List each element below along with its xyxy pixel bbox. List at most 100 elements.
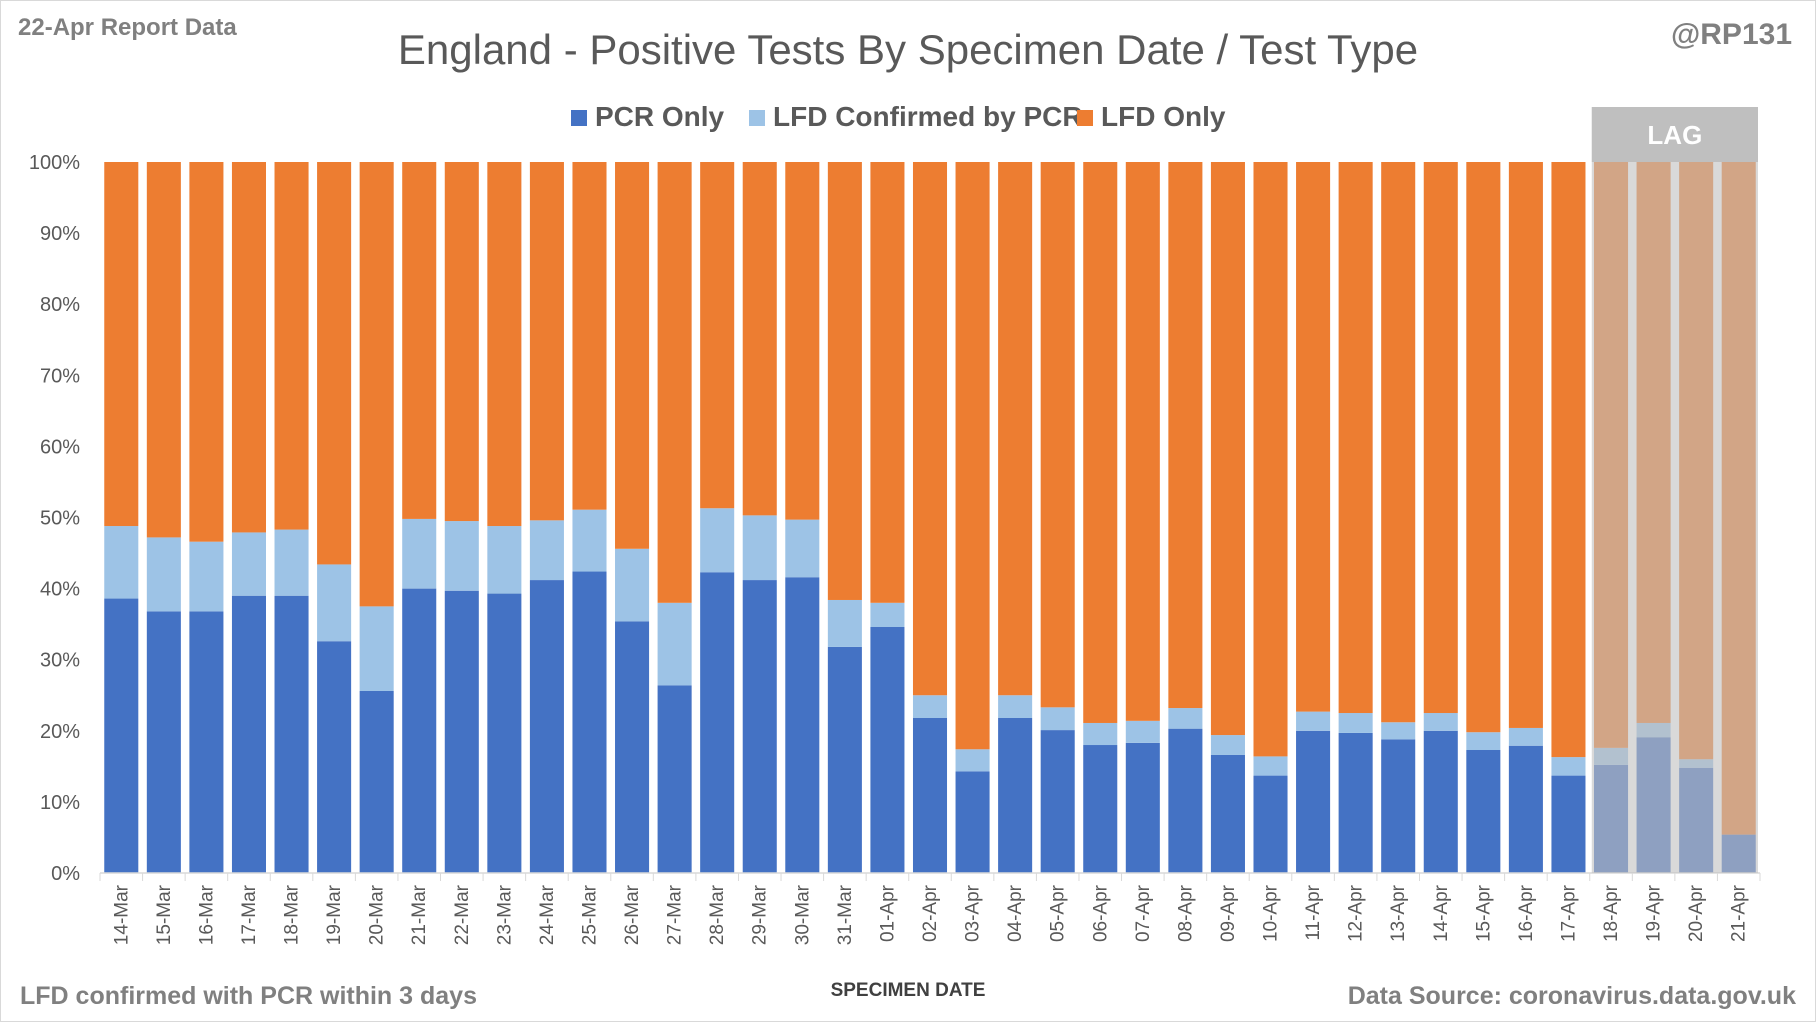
- x-tick-label: 21-Mar: [409, 884, 430, 945]
- y-tick-label: 70%: [40, 365, 80, 387]
- bar-segment: [402, 588, 437, 873]
- bar-segment: [487, 526, 522, 594]
- x-tick-label: 25-Mar: [579, 884, 600, 945]
- bar-segment: [572, 571, 607, 873]
- bar-segment: [274, 595, 309, 873]
- bar-segment: [1338, 732, 1373, 873]
- bar-segment: [1125, 742, 1160, 873]
- x-tick-label: 13-Apr: [1388, 884, 1409, 942]
- bar-segment: [572, 509, 607, 572]
- lag-label: LAG: [1647, 120, 1702, 150]
- bar-segment: [487, 162, 522, 527]
- x-tick-label: 14-Apr: [1431, 884, 1452, 942]
- bar-segment: [785, 162, 820, 520]
- legend-label: LFD Only: [1101, 101, 1226, 132]
- x-tick-label: 03-Apr: [963, 884, 984, 942]
- bar-segment: [870, 602, 905, 627]
- y-tick-label: 30%: [40, 650, 80, 672]
- x-tick-label: 11-Apr: [1303, 884, 1324, 940]
- x-tick-label: 20-Apr: [1686, 884, 1707, 942]
- bar-segment: [742, 580, 777, 873]
- x-tick-label: 17-Apr: [1558, 884, 1579, 942]
- x-tick-label: 19-Apr: [1644, 884, 1665, 942]
- bar-segment: [231, 162, 266, 533]
- bar-segment: [1296, 711, 1331, 731]
- bar-segment: [1338, 162, 1373, 714]
- x-tick-label: 18-Mar: [282, 884, 303, 945]
- x-tick-label: 09-Apr: [1218, 884, 1239, 942]
- x-tick-label: 31-Mar: [835, 884, 856, 945]
- bar-segment: [1466, 749, 1501, 873]
- bar-segment: [657, 162, 692, 603]
- bar-segment: [1168, 162, 1203, 709]
- bar-segment: [1423, 730, 1458, 873]
- bar-segment: [1381, 722, 1416, 740]
- chart-title: England - Positive Tests By Specimen Dat…: [397, 26, 1419, 73]
- x-tick-label: 19-Mar: [324, 884, 345, 945]
- bar-segment: [1253, 775, 1288, 873]
- x-tick-label: 20-Mar: [367, 884, 388, 945]
- bar-segment: [1040, 162, 1075, 708]
- bar-segment: [785, 577, 820, 873]
- y-tick-label: 20%: [40, 721, 80, 743]
- bar-segment: [912, 162, 948, 696]
- bar-segment: [359, 606, 394, 691]
- x-tick-label: 04-Apr: [1005, 884, 1026, 942]
- bar-segment: [317, 162, 352, 565]
- bar-segment: [1296, 162, 1331, 712]
- y-tick-label: 80%: [40, 294, 80, 316]
- bar-segment: [742, 162, 777, 516]
- x-tick-label: 06-Apr: [1090, 884, 1111, 942]
- bar-segment: [1508, 727, 1543, 746]
- x-axis-title: SPECIMEN DATE: [830, 980, 986, 1001]
- x-tick-label: 26-Mar: [622, 884, 643, 945]
- legend-label: LFD Confirmed by PCR: [773, 101, 1083, 132]
- bar-segment: [1168, 708, 1203, 729]
- bar-segment: [1381, 739, 1416, 873]
- x-tick-label: 05-Apr: [1048, 884, 1069, 942]
- bar-segment: [700, 572, 735, 873]
- bar-segment: [1125, 162, 1160, 721]
- bar-segment: [1040, 707, 1075, 731]
- bar-segment: [700, 162, 735, 509]
- x-tick-label: 01-Apr: [877, 884, 898, 942]
- bar-segment: [1381, 162, 1416, 723]
- bar-segment: [529, 520, 564, 581]
- bar-segment: [998, 718, 1033, 873]
- bar-segment: [274, 529, 309, 596]
- bar-segment: [189, 162, 224, 542]
- bar-segment: [1466, 732, 1501, 750]
- x-tick-label: 16-Apr: [1516, 884, 1537, 942]
- bar-segment: [615, 162, 650, 549]
- x-tick-label: 10-Apr: [1261, 884, 1282, 942]
- y-tick-label: 100%: [29, 152, 80, 174]
- bar-segment: [402, 518, 437, 589]
- x-tick-label: 22-Mar: [452, 884, 473, 945]
- x-tick-label: 07-Apr: [1133, 884, 1154, 942]
- bar-segment: [444, 590, 479, 873]
- x-tick-label: 17-Mar: [239, 884, 260, 945]
- bar-segment: [912, 695, 948, 719]
- bar-segment: [827, 646, 862, 873]
- report-date-label: 22-Apr Report Data: [18, 14, 237, 41]
- y-tick-label: 10%: [40, 792, 80, 814]
- bar-segment: [1083, 745, 1118, 873]
- x-tick-label: 08-Apr: [1175, 884, 1196, 942]
- bar-segment: [700, 508, 735, 573]
- legend-swatch: [571, 110, 587, 126]
- bar-segment: [402, 162, 437, 519]
- x-tick-label: 27-Mar: [665, 884, 686, 945]
- bar-segment: [359, 162, 394, 607]
- bar-segment: [1508, 162, 1543, 728]
- bar-segment: [742, 515, 777, 581]
- y-tick-label: 50%: [40, 508, 80, 530]
- legend-swatch: [749, 110, 765, 126]
- bar-segment: [146, 537, 181, 612]
- legend-swatch: [1077, 110, 1093, 126]
- bar-segment: [657, 602, 692, 686]
- bar-segment: [827, 162, 862, 600]
- bar-segment: [572, 162, 607, 510]
- bar-segment: [1466, 162, 1501, 733]
- bar-segment: [955, 749, 990, 772]
